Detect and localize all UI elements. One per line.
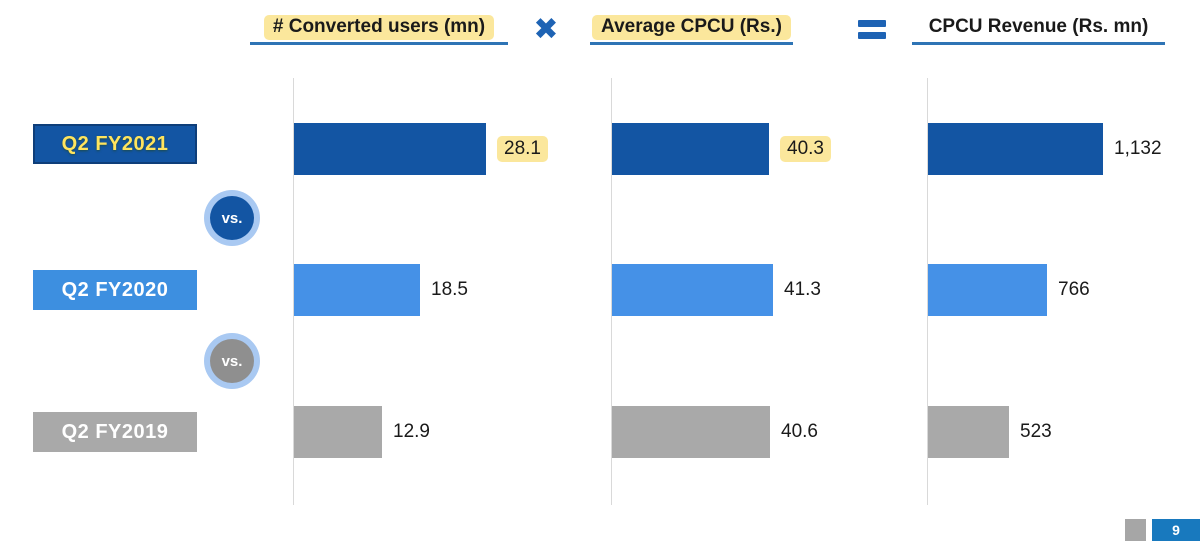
vs-badge-2: vs. [204,333,260,389]
bar-value-q2fy2021-converted-users: 28.1 [497,123,548,175]
row-label-q2-fy2019: Q2 FY2019 [33,412,197,452]
multiply-icon: ✖ [533,12,559,47]
vs-badge-1: vs. [204,190,260,246]
axis-line-average-cpcu [611,78,612,505]
bar-q2fy2020-cpcu-revenue [928,264,1047,316]
bar-value-q2fy2020-converted-users: 18.5 [431,279,468,300]
axis-line-converted-users [293,78,294,505]
page-number: 9 [1152,519,1200,541]
vs-badge-2-label: vs. [210,339,254,383]
column-header-cpcu-revenue-label: CPCU Revenue (Rs. mn) [928,16,1149,37]
column-header-average-cpcu-label: Average CPCU (Rs.) [592,14,791,40]
bar-q2fy2021-converted-users [294,123,486,175]
footer-gray-square [1125,519,1146,541]
column-header-average-cpcu: Average CPCU (Rs.) [590,12,793,45]
equals-icon [858,20,886,39]
bar-q2fy2020-converted-users [294,264,420,316]
bar-value-q2fy2019-cpcu-revenue: 523 [1020,421,1052,442]
axis-line-cpcu-revenue [927,78,928,505]
row-label-q2-fy2020: Q2 FY2020 [33,270,197,310]
column-header-converted-users: # Converted users (mn) [250,12,508,45]
bar-q2fy2019-average-cpcu [612,406,770,458]
bar-q2fy2019-converted-users [294,406,382,458]
row-label-q2-fy2021: Q2 FY2021 [33,124,197,164]
bar-value-q2fy2021-average-cpcu: 40.3 [780,123,831,175]
equals-icon-bar-top [858,20,886,27]
bar-q2fy2019-cpcu-revenue [928,406,1009,458]
bar-value-q2fy2020-cpcu-revenue: 766 [1058,279,1090,300]
bar-q2fy2020-average-cpcu [612,264,773,316]
bar-q2fy2021-average-cpcu [612,123,769,175]
bar-value-q2fy2019-converted-users: 12.9 [393,421,430,442]
bar-value-q2fy2021-cpcu-revenue: 1,132 [1114,138,1162,159]
column-header-converted-users-label: # Converted users (mn) [263,14,495,40]
bar-value-q2fy2020-average-cpcu: 41.3 [784,279,821,300]
equals-icon-bar-bottom [858,32,886,39]
column-header-cpcu-revenue: CPCU Revenue (Rs. mn) [912,12,1165,45]
bar-q2fy2021-cpcu-revenue [928,123,1103,175]
bar-value-q2fy2019-average-cpcu: 40.6 [781,421,818,442]
vs-badge-1-label: vs. [210,196,254,240]
